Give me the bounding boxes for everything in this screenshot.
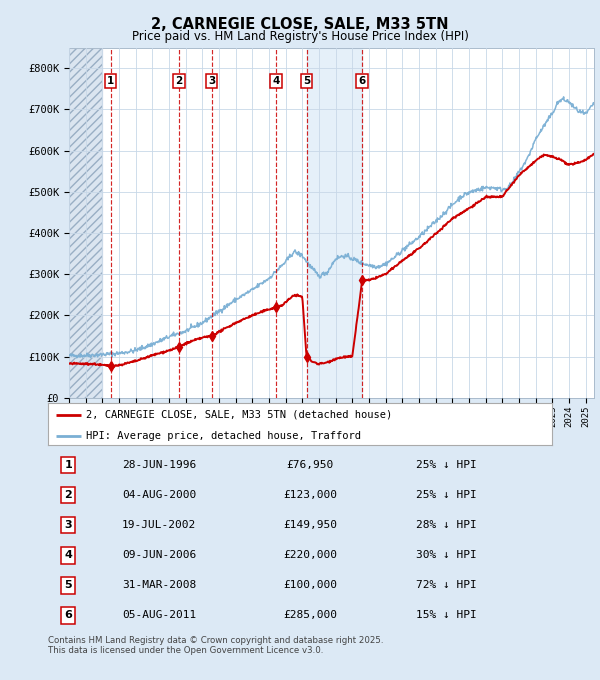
- Text: 6: 6: [64, 611, 72, 620]
- Text: £123,000: £123,000: [283, 490, 337, 500]
- Text: Contains HM Land Registry data © Crown copyright and database right 2025.
This d: Contains HM Land Registry data © Crown c…: [48, 636, 383, 656]
- Text: 09-JUN-2006: 09-JUN-2006: [122, 550, 196, 560]
- Text: 3: 3: [208, 76, 215, 86]
- Text: 28% ↓ HPI: 28% ↓ HPI: [416, 520, 476, 530]
- Text: 04-AUG-2000: 04-AUG-2000: [122, 490, 196, 500]
- Text: £100,000: £100,000: [283, 581, 337, 590]
- Text: 1: 1: [107, 76, 114, 86]
- Text: 15% ↓ HPI: 15% ↓ HPI: [416, 611, 476, 620]
- Text: £76,950: £76,950: [286, 460, 334, 471]
- Text: 4: 4: [272, 76, 280, 86]
- Text: 25% ↓ HPI: 25% ↓ HPI: [416, 460, 476, 471]
- Text: 2, CARNEGIE CLOSE, SALE, M33 5TN (detached house): 2, CARNEGIE CLOSE, SALE, M33 5TN (detach…: [86, 409, 392, 420]
- Text: 5: 5: [303, 76, 310, 86]
- Text: Price paid vs. HM Land Registry's House Price Index (HPI): Price paid vs. HM Land Registry's House …: [131, 30, 469, 43]
- Text: £149,950: £149,950: [283, 520, 337, 530]
- Text: 72% ↓ HPI: 72% ↓ HPI: [416, 581, 476, 590]
- Text: £285,000: £285,000: [283, 611, 337, 620]
- Text: 1: 1: [64, 460, 72, 471]
- Text: 31-MAR-2008: 31-MAR-2008: [122, 581, 196, 590]
- Text: 6: 6: [359, 76, 366, 86]
- Text: 3: 3: [64, 520, 72, 530]
- Text: 2, CARNEGIE CLOSE, SALE, M33 5TN: 2, CARNEGIE CLOSE, SALE, M33 5TN: [151, 17, 449, 32]
- Text: 2: 2: [64, 490, 72, 500]
- Text: £220,000: £220,000: [283, 550, 337, 560]
- Text: 05-AUG-2011: 05-AUG-2011: [122, 611, 196, 620]
- Text: 30% ↓ HPI: 30% ↓ HPI: [416, 550, 476, 560]
- Text: 5: 5: [64, 581, 72, 590]
- Text: 2: 2: [175, 76, 182, 86]
- Text: 25% ↓ HPI: 25% ↓ HPI: [416, 490, 476, 500]
- Text: 28-JUN-1996: 28-JUN-1996: [122, 460, 196, 471]
- Text: 19-JUL-2002: 19-JUL-2002: [122, 520, 196, 530]
- Text: HPI: Average price, detached house, Trafford: HPI: Average price, detached house, Traf…: [86, 431, 361, 441]
- Text: 4: 4: [64, 550, 72, 560]
